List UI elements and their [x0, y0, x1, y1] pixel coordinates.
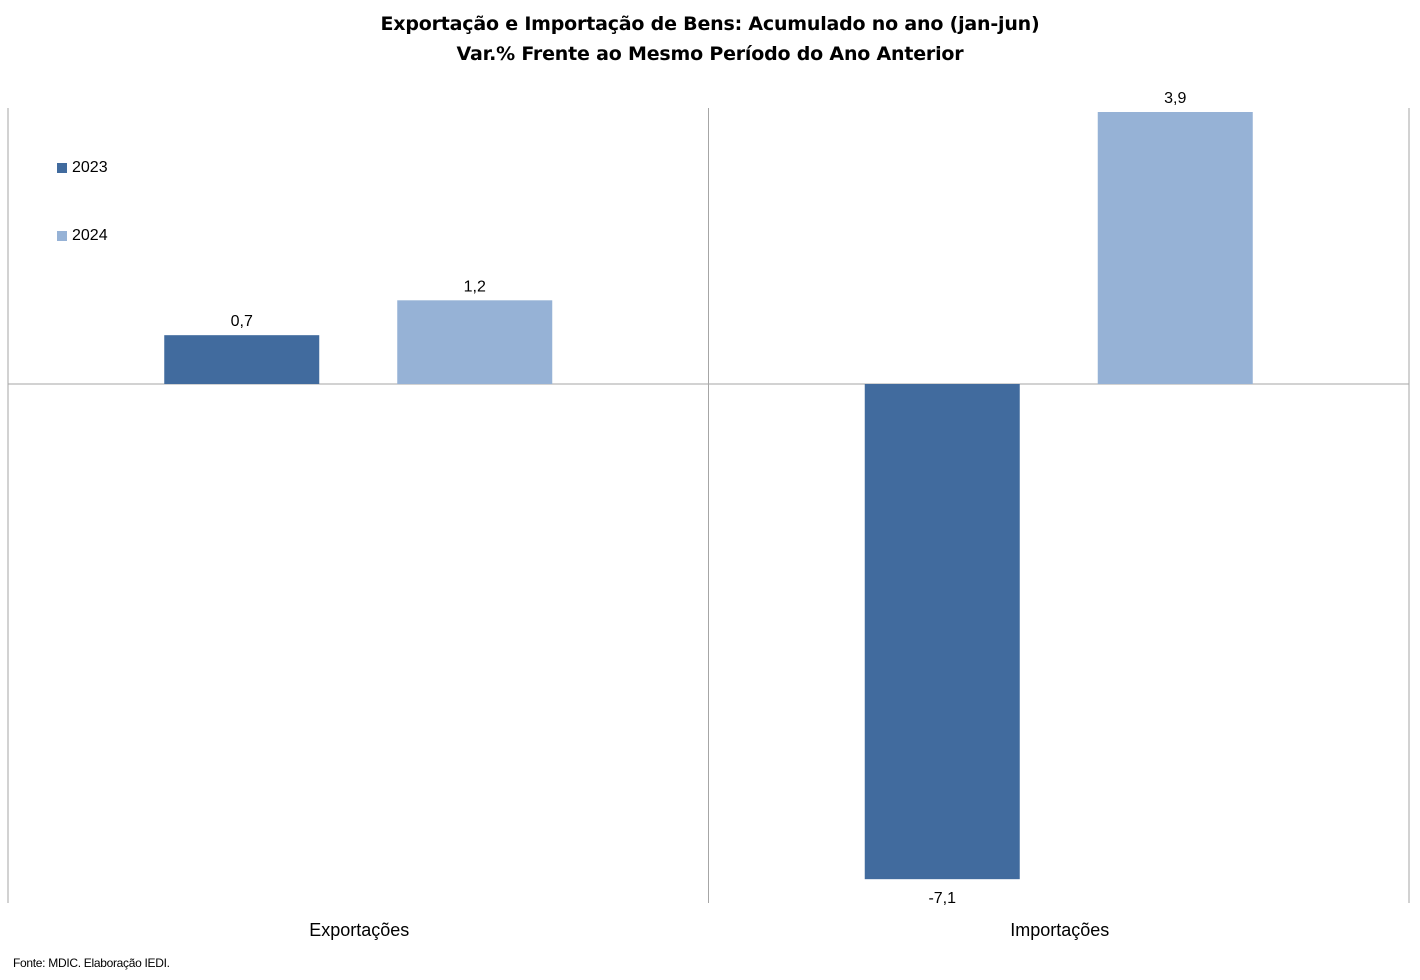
legend-label-2024: 2024: [72, 227, 108, 244]
category-label: Exportações: [309, 920, 409, 940]
bar-2023-0: [164, 335, 320, 384]
legend-swatch-2024: [57, 231, 67, 241]
data-label: -7,1: [928, 890, 956, 907]
chart-title: Exportação e Importação de Bens: Acumula…: [380, 13, 1040, 35]
legend-label-2023: 2023: [72, 159, 108, 176]
legend-item-2023: 2023: [57, 158, 187, 226]
legend-swatch-2023: [57, 163, 67, 173]
source-note: Fonte: MDIC. Elaboração IEDI.: [13, 956, 170, 970]
data-label: 1,2: [464, 278, 486, 295]
category-label: Importações: [1010, 920, 1109, 940]
data-label: 0,7: [231, 313, 253, 330]
bar-2023-1: [864, 384, 1020, 880]
legend-item-2024: 2024: [57, 226, 187, 294]
data-label: 3,9: [1164, 90, 1186, 107]
bar-2024-1: [1097, 112, 1253, 384]
bar-2024-0: [397, 300, 553, 384]
legend: 2023 2024: [57, 158, 187, 294]
chart-subtitle: Var.% Frente ao Mesmo Período do Ano Ant…: [456, 43, 964, 65]
